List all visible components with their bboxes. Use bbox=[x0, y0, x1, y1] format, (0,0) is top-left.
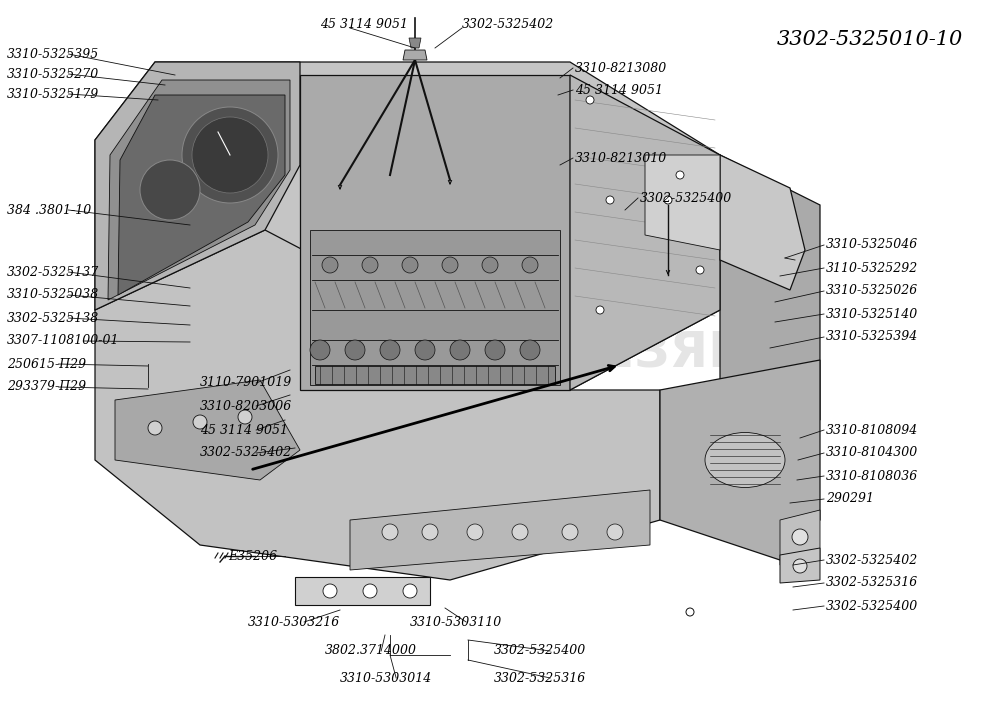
Text: E35206: E35206 bbox=[228, 549, 277, 563]
Circle shape bbox=[192, 117, 268, 193]
Circle shape bbox=[140, 160, 200, 220]
Text: 3310-5325046: 3310-5325046 bbox=[826, 239, 918, 251]
Polygon shape bbox=[409, 38, 421, 48]
Text: 3310-8104300: 3310-8104300 bbox=[826, 446, 918, 460]
Circle shape bbox=[450, 340, 470, 360]
Circle shape bbox=[442, 257, 458, 273]
Text: 3302-5325316: 3302-5325316 bbox=[494, 671, 586, 685]
Text: 3310-5303014: 3310-5303014 bbox=[340, 671, 432, 685]
Polygon shape bbox=[95, 230, 660, 580]
Text: 3302-5325400: 3302-5325400 bbox=[826, 599, 918, 613]
Circle shape bbox=[193, 415, 207, 429]
Text: 3302-5325402: 3302-5325402 bbox=[200, 446, 292, 460]
Text: 3302-5325400: 3302-5325400 bbox=[494, 645, 586, 657]
Circle shape bbox=[363, 584, 377, 598]
Polygon shape bbox=[780, 548, 820, 583]
Polygon shape bbox=[780, 510, 820, 565]
Circle shape bbox=[415, 340, 435, 360]
Circle shape bbox=[485, 340, 505, 360]
Circle shape bbox=[238, 410, 252, 424]
Circle shape bbox=[402, 257, 418, 273]
Circle shape bbox=[362, 257, 378, 273]
Circle shape bbox=[792, 529, 808, 545]
Circle shape bbox=[380, 340, 400, 360]
Text: 290291: 290291 bbox=[826, 493, 874, 505]
Circle shape bbox=[606, 196, 614, 204]
Circle shape bbox=[696, 266, 704, 274]
Text: 3302-5325137: 3302-5325137 bbox=[7, 265, 99, 278]
Text: 293379-П29: 293379-П29 bbox=[7, 381, 86, 393]
Circle shape bbox=[382, 524, 398, 540]
Circle shape bbox=[686, 608, 694, 616]
Text: 250615-П29: 250615-П29 bbox=[7, 357, 86, 371]
Text: 3310-8108094: 3310-8108094 bbox=[826, 424, 918, 436]
Text: 384 .3801-10: 384 .3801-10 bbox=[7, 203, 91, 217]
Circle shape bbox=[793, 559, 807, 573]
Text: 3302-5325402: 3302-5325402 bbox=[462, 18, 554, 31]
Circle shape bbox=[664, 196, 672, 204]
Text: 3302-5325400: 3302-5325400 bbox=[640, 191, 732, 205]
Circle shape bbox=[322, 257, 338, 273]
Polygon shape bbox=[720, 155, 820, 420]
Polygon shape bbox=[660, 360, 820, 560]
Circle shape bbox=[182, 107, 278, 203]
Polygon shape bbox=[295, 577, 430, 605]
Circle shape bbox=[148, 421, 162, 435]
Polygon shape bbox=[310, 230, 560, 385]
Text: 3310-8108036: 3310-8108036 bbox=[826, 469, 918, 482]
Circle shape bbox=[562, 524, 578, 540]
Polygon shape bbox=[115, 380, 300, 480]
Polygon shape bbox=[118, 95, 285, 295]
Circle shape bbox=[522, 257, 538, 273]
Circle shape bbox=[422, 524, 438, 540]
Circle shape bbox=[596, 306, 604, 314]
Text: 3310-5325270: 3310-5325270 bbox=[7, 68, 99, 80]
Text: 45 3114 9051: 45 3114 9051 bbox=[320, 18, 408, 31]
Text: 3310-5325140: 3310-5325140 bbox=[826, 308, 918, 321]
Text: 3310-5325038: 3310-5325038 bbox=[7, 289, 99, 301]
Circle shape bbox=[512, 524, 528, 540]
Circle shape bbox=[403, 584, 417, 598]
Polygon shape bbox=[403, 50, 427, 60]
Text: 3310-5303110: 3310-5303110 bbox=[410, 616, 502, 628]
Text: 45 3114 9051: 45 3114 9051 bbox=[575, 83, 663, 97]
Circle shape bbox=[467, 524, 483, 540]
Circle shape bbox=[310, 340, 330, 360]
Text: 3310-8203006: 3310-8203006 bbox=[200, 400, 292, 412]
Text: 3302-5325138: 3302-5325138 bbox=[7, 311, 99, 325]
Text: 3310-5325395: 3310-5325395 bbox=[7, 47, 99, 61]
Text: 3310-8213010: 3310-8213010 bbox=[575, 152, 667, 164]
Polygon shape bbox=[95, 62, 720, 390]
Circle shape bbox=[345, 340, 365, 360]
Text: 3310-8213080: 3310-8213080 bbox=[575, 61, 667, 75]
Text: 45 3114 9051: 45 3114 9051 bbox=[200, 424, 288, 436]
Text: 3302-5325010-10: 3302-5325010-10 bbox=[777, 30, 963, 49]
Circle shape bbox=[520, 340, 540, 360]
Circle shape bbox=[323, 584, 337, 598]
Text: 3302-5325402: 3302-5325402 bbox=[826, 554, 918, 566]
Polygon shape bbox=[108, 80, 290, 300]
Polygon shape bbox=[645, 155, 720, 250]
Polygon shape bbox=[570, 75, 720, 390]
Polygon shape bbox=[350, 490, 650, 570]
Text: ПЛАНЕТАЖЕЛЕЗЯКА: ПЛАНЕТАЖЕЛЕЗЯКА bbox=[192, 329, 788, 377]
Ellipse shape bbox=[705, 433, 785, 488]
Text: 3110-7901019: 3110-7901019 bbox=[200, 376, 292, 390]
Polygon shape bbox=[720, 155, 805, 290]
Text: 3310-5303216: 3310-5303216 bbox=[248, 616, 340, 628]
Polygon shape bbox=[300, 75, 570, 390]
Circle shape bbox=[676, 171, 684, 179]
Text: 3307-1108100-01: 3307-1108100-01 bbox=[7, 335, 120, 347]
Circle shape bbox=[607, 524, 623, 540]
Circle shape bbox=[482, 257, 498, 273]
Text: 3302-5325316: 3302-5325316 bbox=[826, 577, 918, 590]
Text: 3310-5325026: 3310-5325026 bbox=[826, 285, 918, 297]
Text: 3310-5325394: 3310-5325394 bbox=[826, 330, 918, 344]
Text: 3310-5325179: 3310-5325179 bbox=[7, 88, 99, 100]
Circle shape bbox=[586, 96, 594, 104]
Text: 3110-5325292: 3110-5325292 bbox=[826, 261, 918, 275]
Polygon shape bbox=[95, 62, 300, 310]
Polygon shape bbox=[315, 366, 555, 384]
Text: 3802.3714000: 3802.3714000 bbox=[325, 645, 417, 657]
